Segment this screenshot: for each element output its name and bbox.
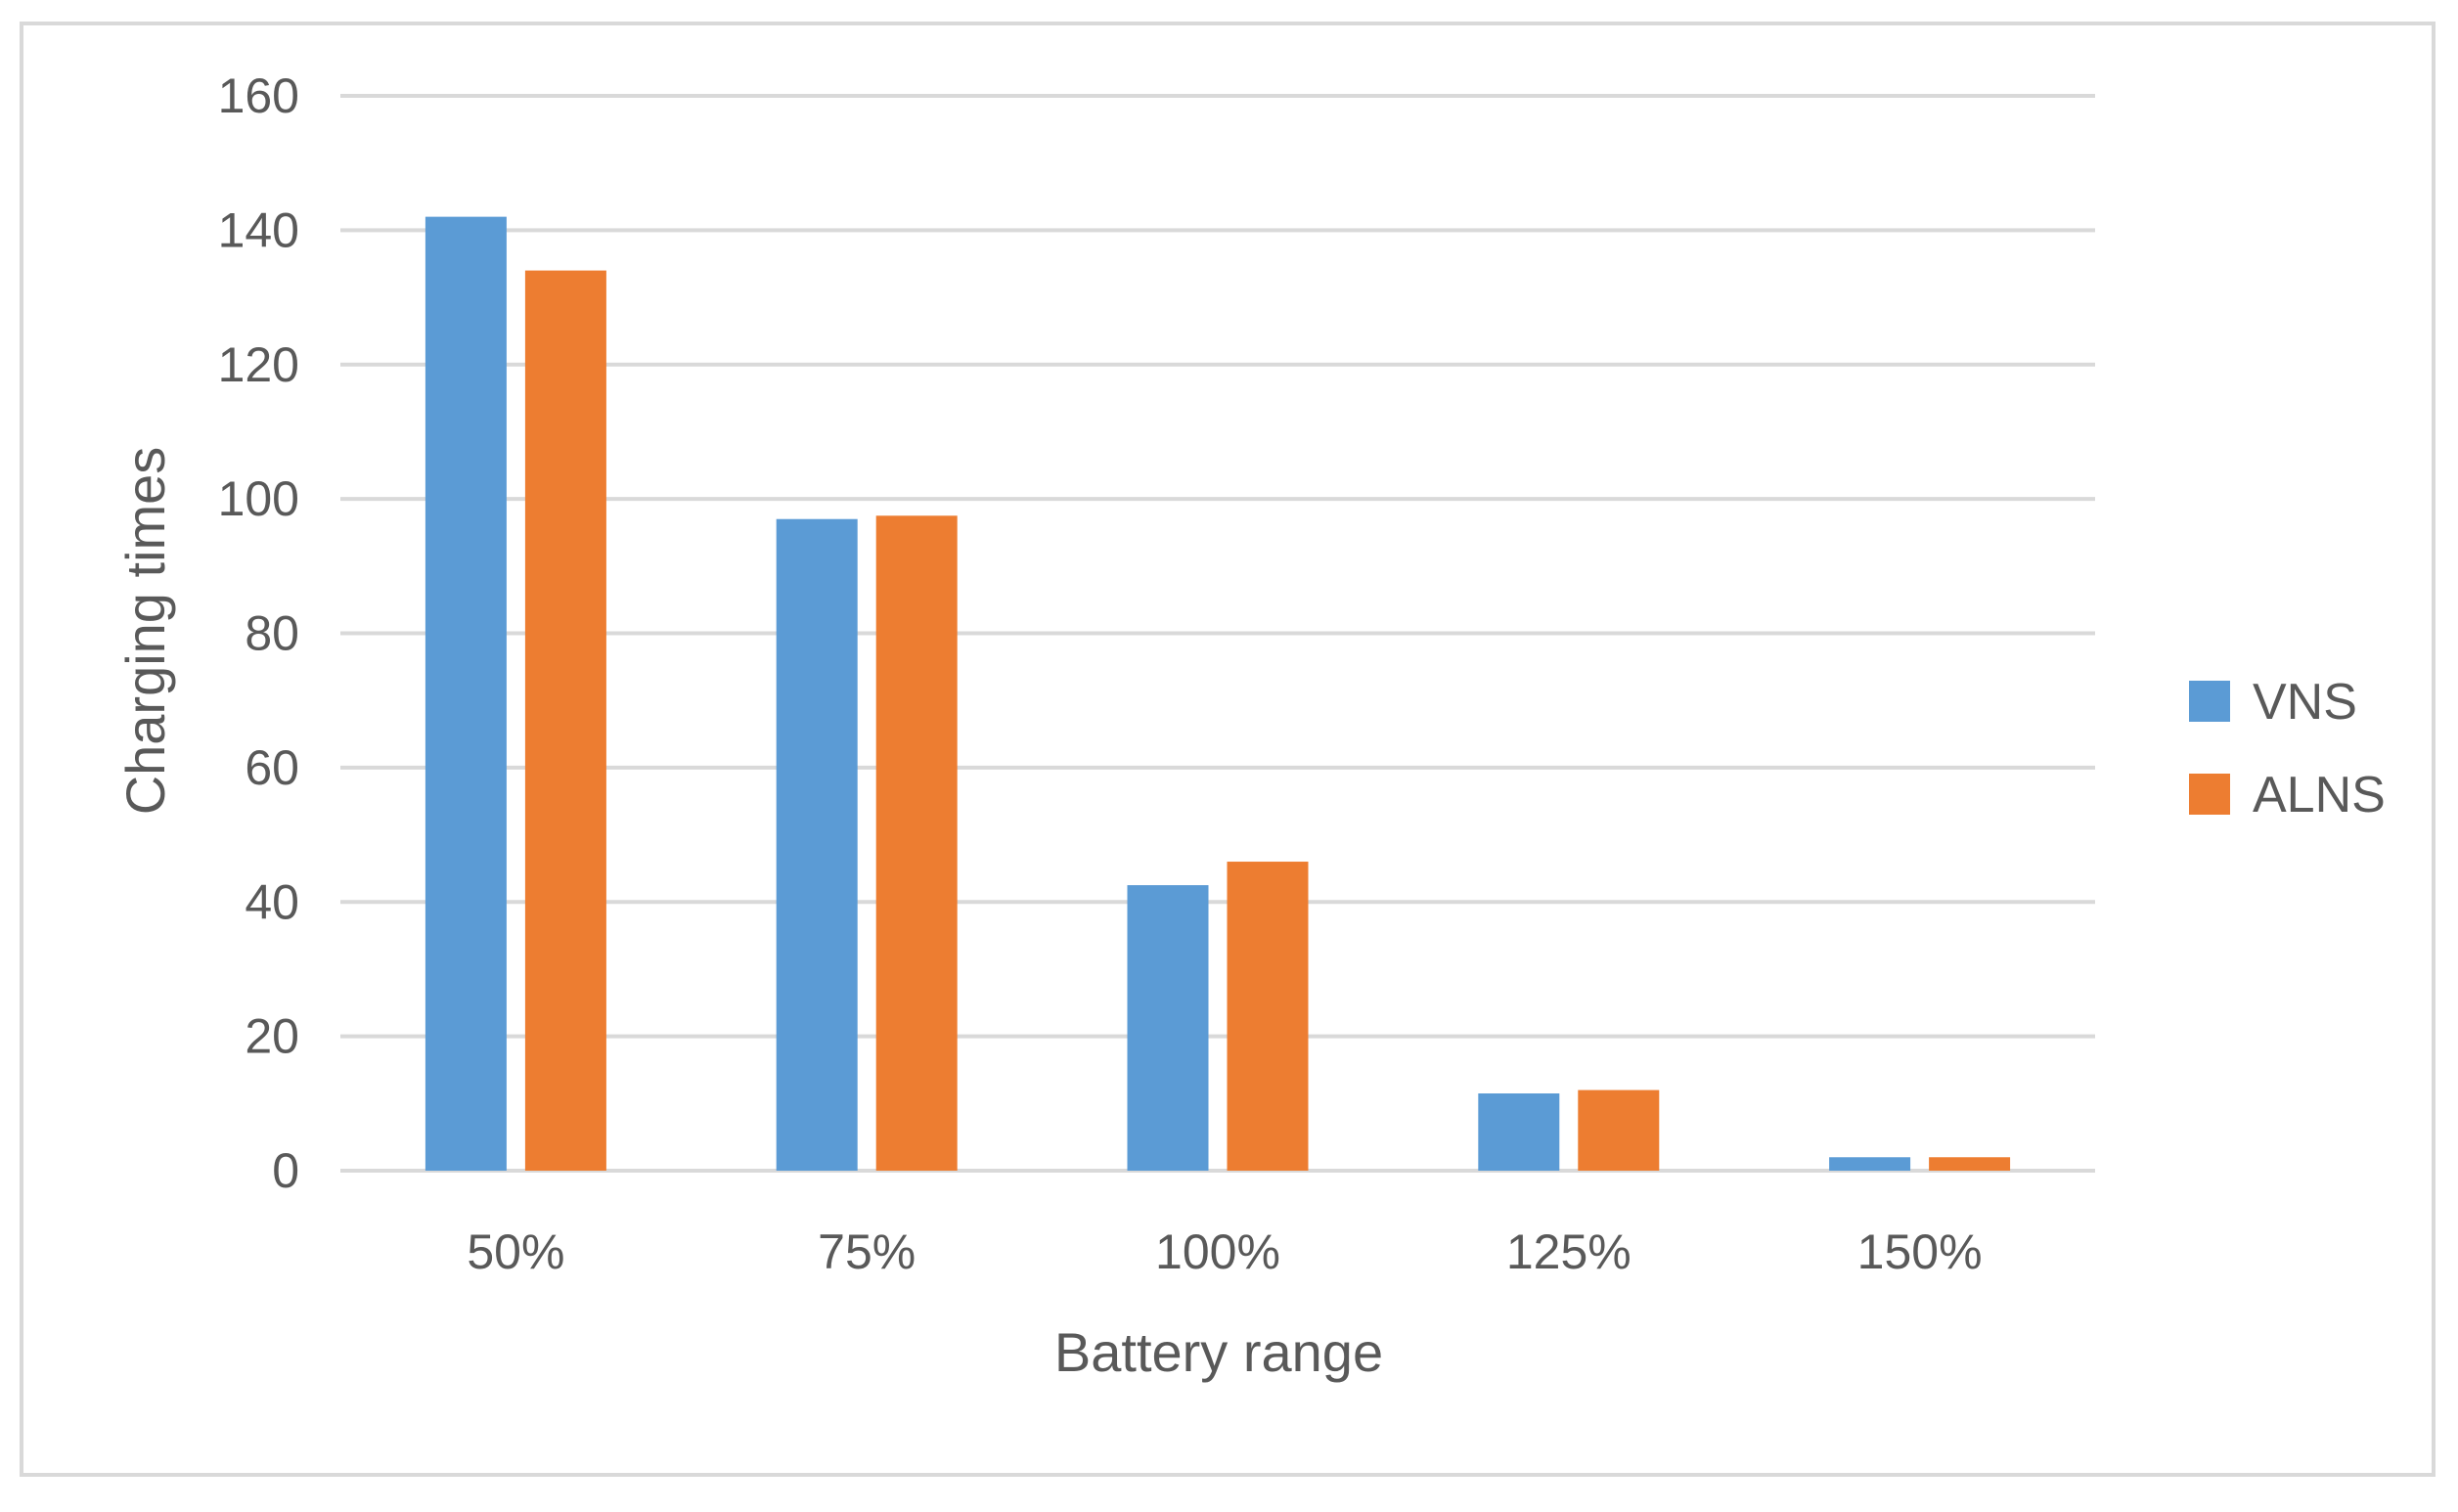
bar-alns-125pct <box>1578 1090 1660 1171</box>
x-tick-label: 150% <box>1857 1224 1983 1279</box>
bar-vns-100pct <box>1127 885 1209 1171</box>
y-tick-label: 100 <box>218 471 299 526</box>
bars <box>425 216 2011 1171</box>
bar-alns-100pct <box>1227 862 1309 1171</box>
y-axis-ticks: 0 20 40 60 80 100 120 140 160 <box>218 68 299 1198</box>
y-tick-label: 0 <box>272 1143 299 1198</box>
legend-label-vns: VNS <box>2253 674 2357 731</box>
x-tick-label: 100% <box>1155 1224 1280 1279</box>
x-axis-ticks: 50% 75% 100% 125% 150% <box>467 1224 1982 1279</box>
legend-swatch-alns <box>2189 774 2230 815</box>
legend-swatch-vns <box>2189 681 2230 722</box>
bar-vns-150pct <box>1829 1157 1911 1171</box>
gridlines <box>340 94 2095 1173</box>
y-tick-label: 140 <box>218 202 299 257</box>
x-tick-label: 125% <box>1506 1224 1631 1279</box>
bar-vns-75pct <box>776 518 858 1171</box>
x-tick-label: 75% <box>818 1224 916 1279</box>
y-tick-label: 60 <box>245 740 299 795</box>
x-axis-title: Battery range <box>1054 1321 1383 1383</box>
legend: VNS ALNS <box>2189 674 2386 823</box>
x-tick-label: 50% <box>467 1224 564 1279</box>
chart-frame <box>20 22 2436 1477</box>
y-tick-label: 20 <box>245 1009 299 1064</box>
y-tick-label: 40 <box>245 874 299 929</box>
y-tick-label: 80 <box>245 606 299 661</box>
legend-label-alns: ALNS <box>2253 767 2386 823</box>
bar-vns-50pct <box>425 216 507 1171</box>
bar-alns-50pct <box>524 270 606 1171</box>
bar-vns-125pct <box>1478 1093 1560 1171</box>
bar-alns-150pct <box>1929 1157 2011 1171</box>
bar-alns-75pct <box>875 515 958 1171</box>
y-axis-title: Charging times <box>114 447 176 816</box>
y-tick-label: 120 <box>218 337 299 392</box>
y-tick-label: 160 <box>218 68 299 123</box>
